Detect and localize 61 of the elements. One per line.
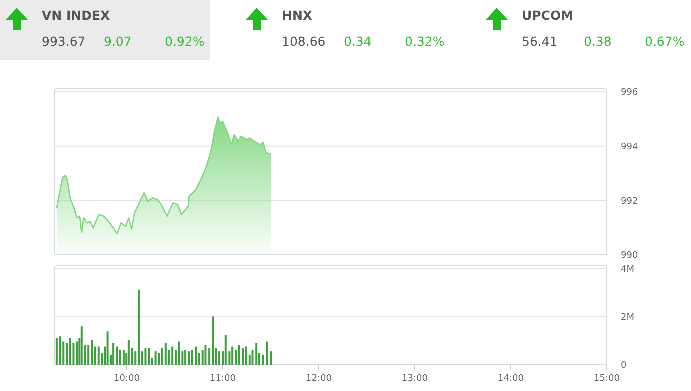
bar xyxy=(91,340,94,365)
text: 0.92% xyxy=(165,34,205,49)
bar xyxy=(256,343,258,365)
bar xyxy=(172,346,174,365)
text: 56.41 xyxy=(522,34,558,49)
bar xyxy=(134,352,137,365)
text: UPCOM xyxy=(522,8,574,23)
text: 0.32% xyxy=(405,34,445,49)
bar xyxy=(56,338,58,365)
bar xyxy=(204,345,207,365)
bar xyxy=(218,352,220,365)
text: 108.66 xyxy=(282,34,326,49)
x-tick-label: 13:00 xyxy=(402,374,428,384)
text: 993.67 xyxy=(42,34,86,49)
bar xyxy=(106,332,109,365)
y-tick-label: 2M xyxy=(621,313,634,324)
bar xyxy=(164,343,167,365)
x-tick-label: 11:00 xyxy=(210,374,236,384)
bar xyxy=(188,352,190,365)
bar xyxy=(266,342,268,365)
bar xyxy=(116,346,118,365)
bar xyxy=(178,342,180,365)
y-tick-label: 0 xyxy=(621,361,627,372)
bar xyxy=(195,346,198,365)
bar xyxy=(76,342,78,365)
bar xyxy=(232,346,234,365)
x-tick-label: 12:00 xyxy=(306,374,332,384)
bar xyxy=(270,352,272,365)
bar xyxy=(80,326,83,365)
text: 0.34 xyxy=(344,34,372,49)
bar xyxy=(154,352,157,365)
x-tick-label: 10:00 xyxy=(114,374,140,384)
bar xyxy=(212,316,214,365)
bar xyxy=(112,343,115,365)
bar xyxy=(138,290,140,365)
bar xyxy=(122,350,125,365)
bar xyxy=(224,335,227,365)
bar xyxy=(69,338,72,365)
bar xyxy=(208,348,211,365)
y-tick-label: 990 xyxy=(621,251,638,262)
text: HNX xyxy=(282,8,313,23)
bar xyxy=(242,348,244,365)
bar xyxy=(59,336,62,365)
x-tick-label: 15:00 xyxy=(594,374,620,384)
text: 0.38 xyxy=(584,34,612,49)
bar xyxy=(98,346,100,365)
text: 9.07 xyxy=(104,34,132,49)
text: 0.67% xyxy=(645,34,685,49)
bar xyxy=(119,350,122,365)
y-tick-label: 4M xyxy=(621,265,634,276)
bar xyxy=(184,350,187,365)
bar xyxy=(148,348,150,365)
y-tick-label: 996 xyxy=(621,88,638,98)
bar xyxy=(144,348,147,365)
bar xyxy=(238,345,240,365)
y-tick-label: 992 xyxy=(621,196,638,207)
bar xyxy=(245,346,248,365)
bar xyxy=(191,350,194,365)
y-tick-label: 994 xyxy=(621,142,638,152)
x-tick-label: 14:00 xyxy=(498,374,524,384)
text: VN INDEX xyxy=(42,8,111,23)
